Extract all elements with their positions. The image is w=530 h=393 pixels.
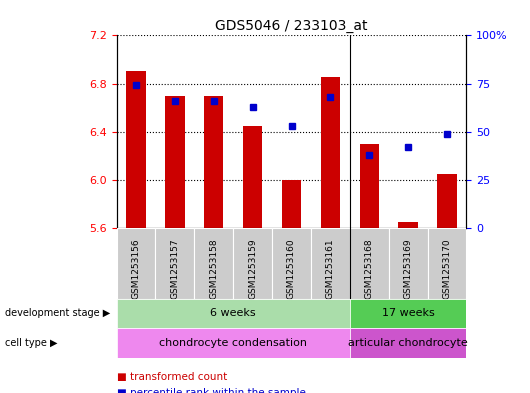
Bar bbox=[350, 228, 388, 299]
Text: chondrocyte condensation: chondrocyte condensation bbox=[159, 338, 307, 348]
Text: 17 weeks: 17 weeks bbox=[382, 309, 435, 318]
Text: GSM1253158: GSM1253158 bbox=[209, 239, 218, 299]
Bar bbox=[388, 228, 428, 299]
Text: GSM1253168: GSM1253168 bbox=[365, 239, 374, 299]
Text: 6 weeks: 6 weeks bbox=[210, 309, 256, 318]
Bar bbox=[428, 228, 466, 299]
Bar bbox=[117, 328, 350, 358]
Bar bbox=[195, 228, 233, 299]
Bar bbox=[272, 228, 311, 299]
Bar bbox=[165, 95, 184, 228]
Bar bbox=[350, 299, 466, 328]
Bar bbox=[311, 228, 350, 299]
Text: GSM1253157: GSM1253157 bbox=[171, 239, 179, 299]
Bar bbox=[126, 72, 146, 228]
Text: GSM1253169: GSM1253169 bbox=[404, 239, 412, 299]
Bar bbox=[155, 228, 195, 299]
Text: GSM1253159: GSM1253159 bbox=[248, 239, 257, 299]
Text: cell type ▶: cell type ▶ bbox=[5, 338, 58, 348]
Text: GSM1253156: GSM1253156 bbox=[131, 239, 140, 299]
Bar bbox=[437, 174, 457, 228]
Text: development stage ▶: development stage ▶ bbox=[5, 309, 111, 318]
Bar bbox=[321, 77, 340, 228]
Bar bbox=[117, 299, 350, 328]
Bar bbox=[243, 126, 262, 228]
Bar bbox=[204, 95, 224, 228]
Bar bbox=[350, 328, 466, 358]
Title: GDS5046 / 233103_at: GDS5046 / 233103_at bbox=[215, 19, 368, 33]
Text: ■ percentile rank within the sample: ■ percentile rank within the sample bbox=[117, 388, 305, 393]
Text: GSM1253170: GSM1253170 bbox=[443, 239, 452, 299]
Bar bbox=[359, 144, 379, 228]
Bar bbox=[399, 222, 418, 228]
Text: articular chondrocyte: articular chondrocyte bbox=[348, 338, 468, 348]
Bar bbox=[282, 180, 301, 228]
Bar bbox=[117, 228, 155, 299]
Text: ■ transformed count: ■ transformed count bbox=[117, 372, 227, 382]
Text: GSM1253161: GSM1253161 bbox=[326, 239, 335, 299]
Text: GSM1253160: GSM1253160 bbox=[287, 239, 296, 299]
Bar bbox=[233, 228, 272, 299]
